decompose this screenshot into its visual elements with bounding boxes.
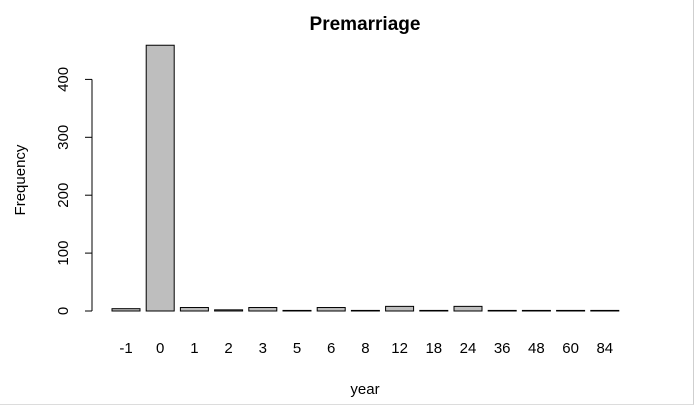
bar-3 [248, 307, 278, 312]
x-tick-label: 6 [327, 340, 335, 357]
x-tick-label: 3 [259, 340, 267, 357]
x-tick-labels: -1 0 1 2 3 5 6 8 12 18 24 36 48 60 84 [119, 340, 613, 357]
y-tick-label: 200 [55, 183, 72, 208]
y-tick-label: 0 [55, 307, 72, 315]
bar-6 [316, 307, 346, 312]
bar-84 [590, 309, 620, 312]
y-axis: 0 100 200 300 400 [55, 67, 93, 315]
bar-60 [556, 309, 586, 312]
bar--1 [111, 308, 141, 312]
x-tick-label: 12 [391, 340, 408, 357]
y-tick-label: 100 [55, 241, 72, 266]
x-tick-label: 24 [460, 340, 477, 357]
bar-24 [453, 305, 483, 312]
y-tick-label: 300 [55, 125, 72, 150]
bar-48 [521, 309, 551, 312]
x-tick-label: 18 [425, 340, 442, 357]
chart-title: Premarriage [310, 14, 421, 35]
x-tick-label: 2 [224, 340, 232, 357]
x-axis-label: year [350, 381, 379, 398]
bar-18 [419, 309, 449, 312]
x-tick-label: 60 [562, 340, 579, 357]
x-tick-label: 5 [293, 340, 301, 357]
bar-2 [214, 309, 244, 312]
y-tick-label: 400 [55, 67, 72, 92]
bar-8 [350, 309, 380, 312]
x-tick-label: 48 [528, 340, 545, 357]
x-tick-label: -1 [119, 340, 132, 357]
x-tick-label: 84 [596, 340, 613, 357]
bar-36 [487, 309, 517, 312]
x-tick-label: 36 [494, 340, 511, 357]
x-tick-label: 8 [361, 340, 369, 357]
bars-group [111, 44, 620, 312]
x-tick-label: 0 [156, 340, 164, 357]
bar-5 [282, 309, 312, 312]
bar-0 [145, 44, 175, 312]
bar-1 [179, 307, 209, 312]
bar-12 [385, 305, 415, 312]
x-tick-label: 1 [190, 340, 198, 357]
y-axis-label: Frequency [12, 144, 29, 215]
